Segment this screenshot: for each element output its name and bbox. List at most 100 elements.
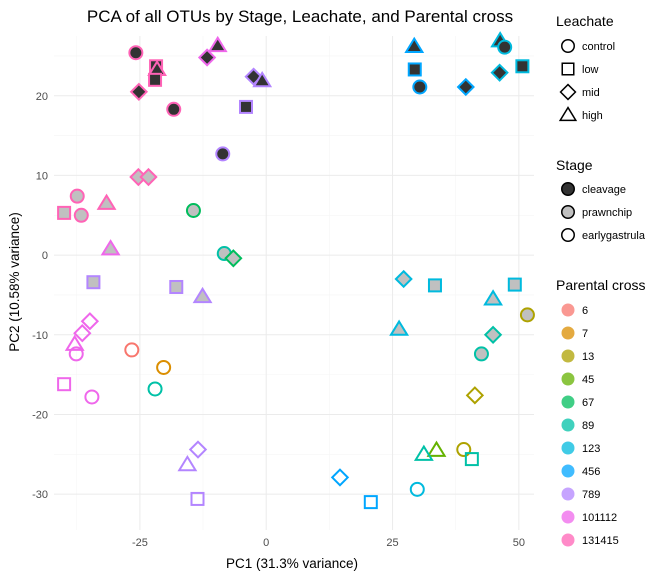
legend-key-cross-45 [561, 372, 575, 386]
data-point [394, 269, 413, 289]
legend-key-cross-456 [561, 464, 575, 478]
data-point [456, 77, 475, 97]
data-point [215, 146, 231, 162]
x-tick-label: -25 [132, 537, 148, 549]
data-point [404, 36, 425, 53]
data-point [80, 312, 100, 331]
legend-label: 101112 [582, 512, 617, 524]
y-tick-label: 10 [36, 170, 48, 182]
data-point [409, 481, 425, 497]
data-point [515, 59, 530, 74]
data-point [156, 359, 172, 375]
legend-label: prawnchip [582, 207, 632, 219]
legend-label: mid [582, 87, 600, 99]
legend-label: 67 [582, 397, 594, 409]
data-point [188, 440, 208, 459]
data-point [86, 275, 101, 290]
legend-key-cleavage [561, 182, 575, 196]
legend-key-cross-123 [561, 441, 575, 455]
data-point [427, 278, 442, 293]
data-point [177, 454, 198, 472]
legend-key-prawnchip [561, 205, 575, 219]
legend-label: 456 [582, 466, 600, 478]
y-tick-label: -10 [32, 330, 48, 342]
legend-key-cross-7 [561, 326, 575, 340]
y-tick-label: -20 [32, 409, 48, 421]
data-points [57, 31, 535, 510]
data-point [412, 79, 428, 95]
data-point [64, 334, 85, 351]
x-tick-label: 0 [263, 537, 269, 549]
legend-label: 7 [582, 328, 588, 340]
legend-label: control [582, 41, 615, 53]
y-axis-title: PC2 (10.58% variance) [7, 212, 22, 352]
chart-title: PCA of all OTUs by Stage, Leachate, and … [87, 7, 513, 26]
legend-key-low [561, 62, 575, 76]
legend-key-cross-101112 [561, 510, 575, 524]
data-point [407, 62, 422, 77]
legend-label: cleavage [582, 184, 626, 196]
data-point [68, 346, 84, 362]
legend-key-cross-6 [561, 303, 575, 317]
data-point [124, 342, 140, 358]
data-point [166, 101, 182, 117]
data-point [100, 239, 121, 256]
data-point [147, 381, 163, 397]
x-axis-title: PC1 (31.3% variance) [226, 556, 358, 571]
data-point [252, 70, 273, 88]
data-point [57, 377, 72, 392]
data-point [197, 48, 217, 67]
legend-key-mid [559, 83, 577, 101]
legend-title-stage: Stage [556, 157, 593, 173]
y-tick-label: -30 [32, 489, 48, 501]
data-point [73, 324, 92, 343]
x-tick-label: 25 [386, 537, 398, 549]
y-axis-ticks: -30 -20 -10 0 10 20 [32, 91, 48, 501]
legend-key-earlygastrula [561, 228, 575, 242]
legend-key-control [561, 39, 575, 53]
data-point [465, 386, 485, 405]
data-point [519, 307, 535, 323]
data-point [239, 99, 253, 114]
data-point [129, 82, 149, 101]
data-point [169, 279, 184, 294]
legend-title-leachate: Leachate [556, 13, 614, 29]
data-point [413, 444, 434, 461]
data-point [192, 286, 213, 304]
x-tick-label: 50 [513, 537, 525, 549]
legend-label: 6 [582, 305, 588, 317]
data-point [139, 167, 158, 187]
legend-key-cross-131415 [561, 533, 575, 547]
legend-title-parental-cross: Parental cross [556, 277, 645, 293]
data-point [483, 325, 503, 344]
data-point [185, 202, 201, 218]
data-point [483, 289, 503, 306]
data-point [224, 249, 243, 268]
data-point [363, 495, 378, 510]
data-point [497, 39, 513, 55]
legend-label: high [582, 110, 603, 122]
x-axis-ticks: -25 0 25 50 [132, 537, 525, 549]
data-point [426, 440, 447, 457]
legends: Leachate control low mid high Stage cleavage pr… [556, 13, 646, 547]
legend-label: 131415 [582, 535, 619, 547]
legend-label: earlygastrula [582, 230, 646, 242]
data-point [190, 491, 205, 506]
data-point [389, 319, 410, 336]
data-point [330, 468, 350, 487]
data-point [473, 346, 489, 362]
legend-label: 123 [582, 443, 600, 455]
plot-panel [54, 31, 535, 530]
data-point [490, 63, 509, 82]
legend-label: 13 [582, 351, 594, 363]
data-point [73, 207, 89, 223]
y-tick-label: 20 [36, 91, 48, 103]
y-tick-label: 0 [42, 250, 48, 262]
data-point [69, 188, 85, 204]
data-point [96, 193, 117, 210]
legend-key-cross-67 [561, 395, 575, 409]
data-point [464, 452, 479, 467]
data-point [128, 45, 144, 61]
legend-label: 89 [582, 420, 594, 432]
